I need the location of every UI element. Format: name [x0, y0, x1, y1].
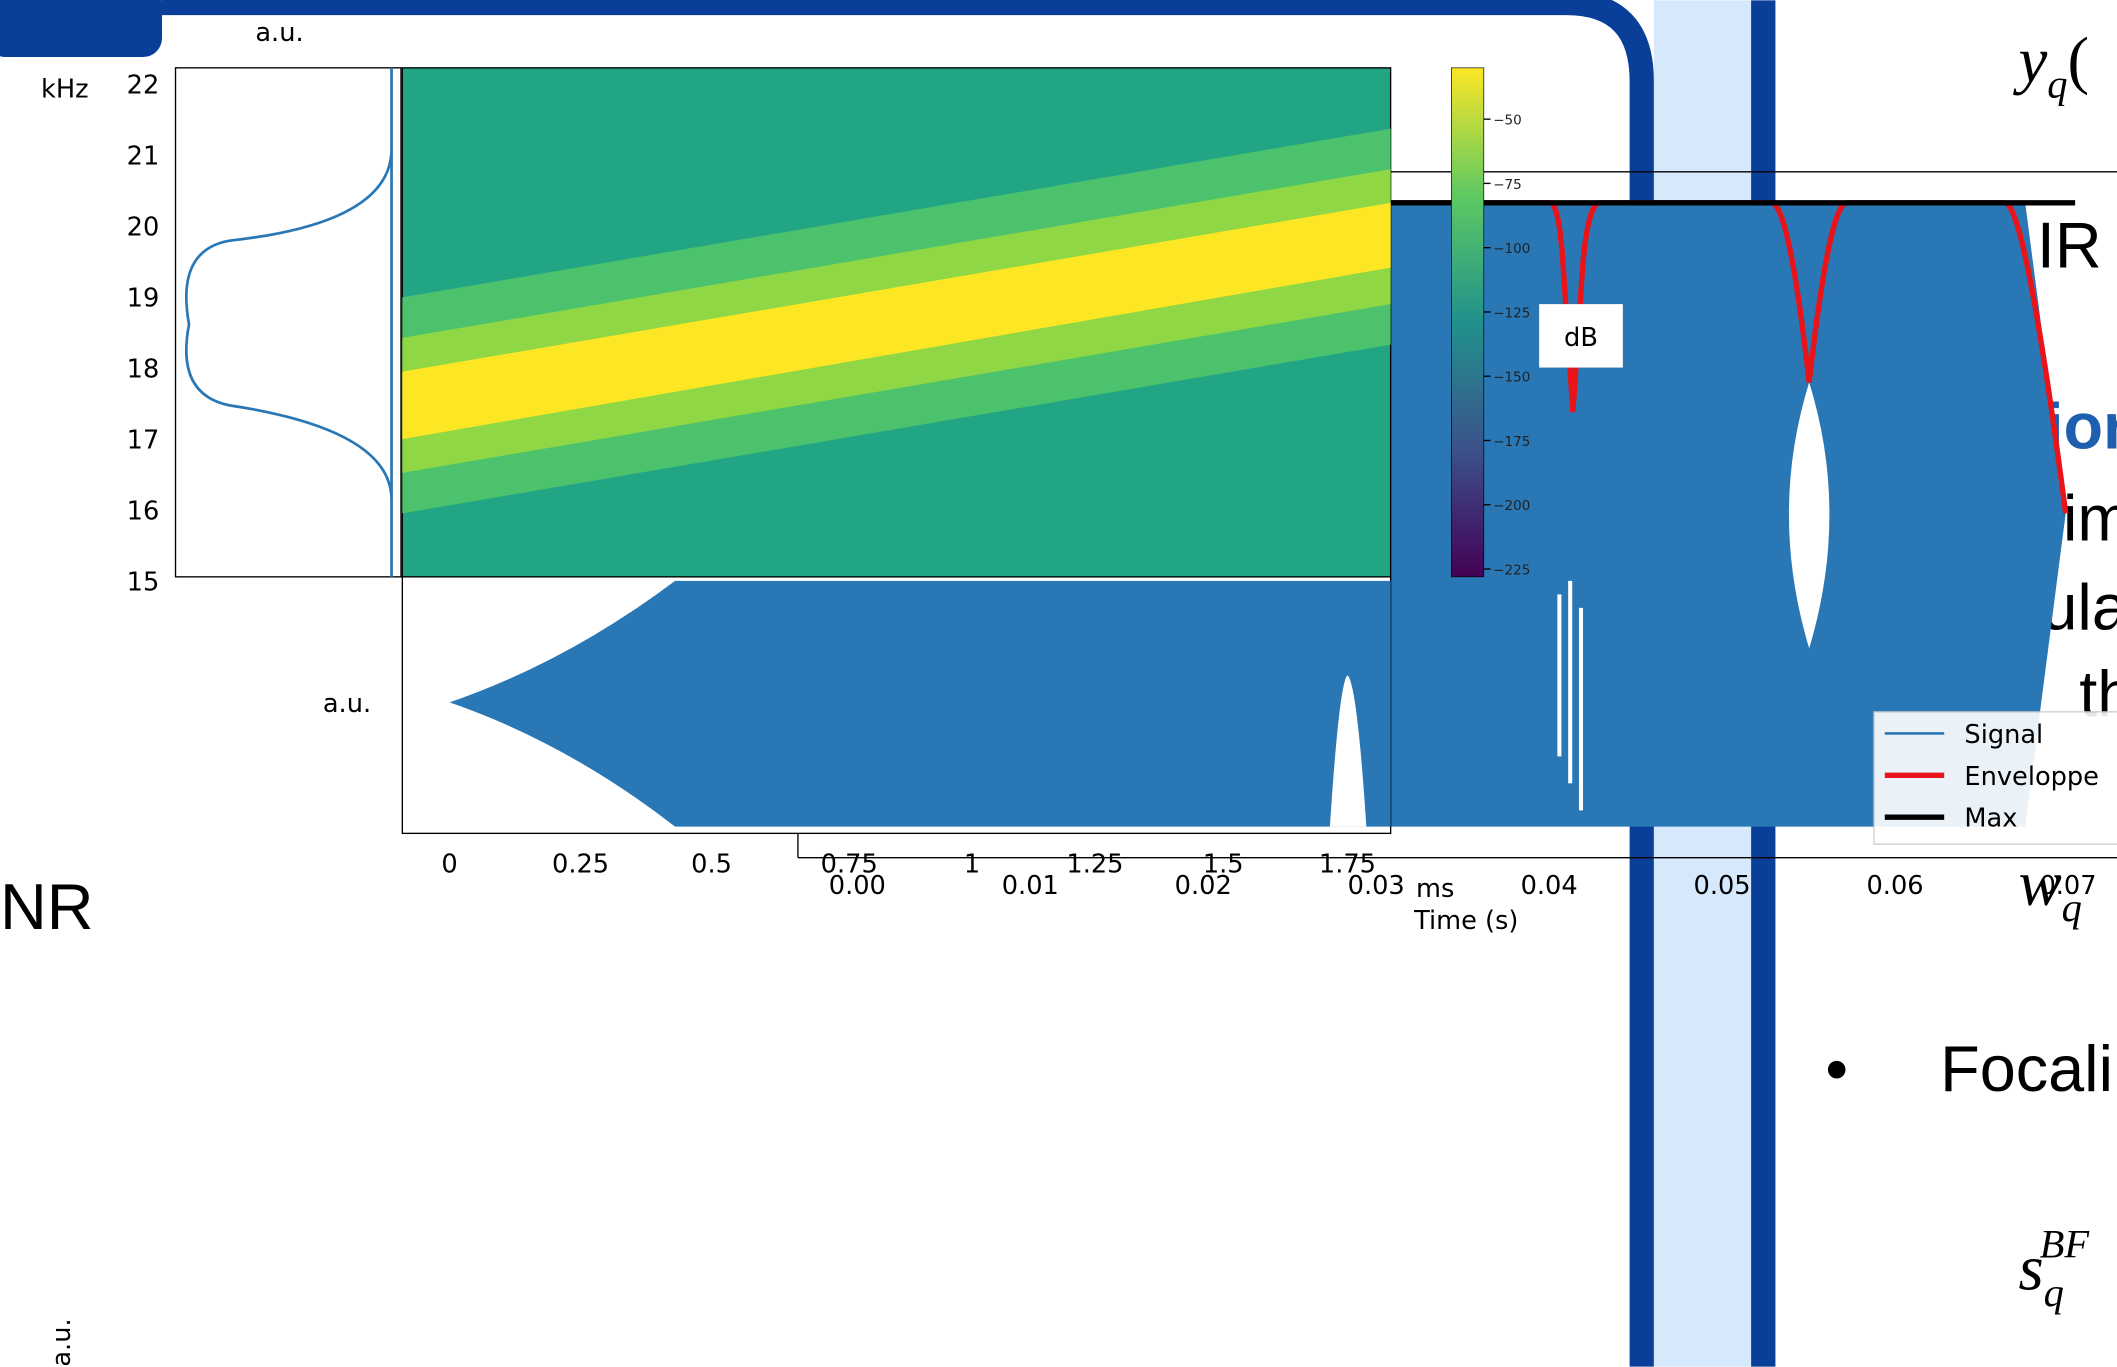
x-unit: ms: [1416, 874, 1454, 904]
x-tick-label: 1.25: [1066, 850, 1123, 880]
formula: sqBF: [2018, 1221, 2090, 1315]
y-tick-label: 17: [127, 426, 160, 456]
legend-label: Enveloppe: [1964, 762, 2099, 792]
colorbar-tick-label: −50: [1493, 113, 1522, 129]
y-unit: kHz: [41, 75, 89, 105]
y-tick-label: 21: [127, 142, 160, 172]
math-symbol: w: [2018, 848, 2061, 920]
colorbar-tick-label: −125: [1493, 305, 1530, 321]
math-subscript: q: [2044, 1270, 2064, 1315]
math-symbol: s: [2018, 1233, 2043, 1305]
x-tick-label: 1: [964, 850, 980, 880]
x-tick-label: 0.02: [1175, 871, 1232, 901]
x-tick-label: 0.06: [1866, 871, 1923, 901]
math-symbol: y: [2012, 24, 2047, 96]
bullet: •: [1825, 1032, 1848, 1105]
x-tick-label: 0.03: [1348, 871, 1405, 901]
colorbar-tick-label: −100: [1493, 241, 1530, 257]
y-tick-label: 19: [127, 284, 160, 314]
colorbar-tick-label: −175: [1493, 434, 1530, 450]
spectrogram: −50 −75 −100 −125 −150 −175 −200 −225 dB: [401, 67, 1623, 578]
freq-profile: a.u. kHz 22 21 20 19 18 17 16 15: [41, 18, 402, 598]
formula: yq(: [2012, 24, 2089, 106]
slide-text: Focali: [1940, 1032, 2113, 1105]
formula: wq: [2018, 848, 2081, 930]
legend-label: Signal: [1964, 720, 2043, 750]
x-axis-label: Time (s): [1413, 906, 1518, 936]
x-tick-label: 0.5: [691, 850, 732, 880]
colorbar-tick-label: −225: [1493, 562, 1530, 578]
x-tick-label: 0.01: [1002, 871, 1059, 901]
slide-text: NR: [0, 870, 94, 943]
y-tick-label: 18: [127, 355, 160, 385]
y-tick-label: 15: [127, 568, 160, 598]
x-tick-label: 0.75: [821, 850, 878, 880]
slide-text: im: [2063, 481, 2117, 554]
math-subscript: q: [2047, 62, 2067, 107]
y-tick-label: 22: [127, 70, 160, 100]
colorbar-label: dB: [1564, 323, 1598, 353]
x-tick-label: 0: [441, 850, 457, 880]
x-tick-label: 1.75: [1319, 850, 1376, 880]
math-superscript: BF: [2040, 1221, 2091, 1266]
math-symbol: (: [2067, 24, 2089, 96]
math-subscript: q: [2062, 885, 2082, 930]
x-unit: a.u.: [255, 18, 303, 48]
colorbar-tick-label: −200: [1493, 498, 1530, 514]
y-label: a.u.: [323, 689, 371, 719]
y-tick-label: 20: [127, 213, 160, 243]
rotated-label: a.u.: [47, 1318, 77, 1366]
x-tick-label: 0.04: [1521, 871, 1578, 901]
x-tick-label: 1.5: [1203, 850, 1244, 880]
x-tick-label: 0.07: [2039, 871, 2096, 901]
colorbar-tick-label: −150: [1493, 370, 1530, 386]
x-tick-label: 0.05: [1694, 871, 1751, 901]
legend-label: Max: [1964, 804, 2017, 834]
x-tick-label: 0.25: [552, 850, 609, 880]
x-tick-label: 0.00: [829, 871, 886, 901]
colorbar-tick-label: −75: [1493, 177, 1522, 193]
y-tick-label: 16: [127, 497, 160, 527]
waveform-plot: a.u. ms 0 0.25 0.5 0.75 1 1.25 1.5 1.75: [323, 576, 1454, 904]
